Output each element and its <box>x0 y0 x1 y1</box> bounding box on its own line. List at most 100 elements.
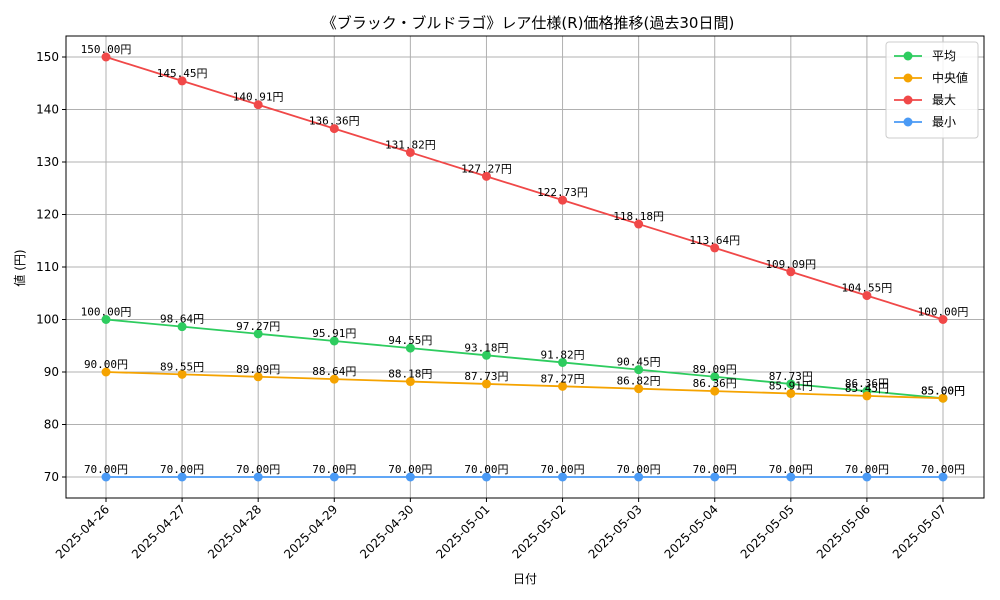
legend-marker <box>903 95 913 105</box>
data-point <box>101 472 111 482</box>
data-point <box>177 472 187 482</box>
data-point <box>710 243 720 253</box>
data-label: 100.00円 <box>918 306 969 319</box>
data-label: 94.55円 <box>388 334 432 347</box>
series-0 <box>101 315 948 403</box>
data-label: 131.82円 <box>385 138 436 151</box>
data-point <box>481 171 491 181</box>
data-label: 70.00円 <box>464 463 508 476</box>
x-axis-label: 日付 <box>513 572 537 586</box>
data-point <box>101 315 111 324</box>
data-label: 91.82円 <box>540 348 584 361</box>
data-label: 70.00円 <box>388 463 432 476</box>
data-label: 90.45円 <box>617 356 661 369</box>
data-label: 90.00円 <box>84 358 128 371</box>
data-point <box>634 365 644 375</box>
legend-item: 中央値 <box>894 70 968 85</box>
data-point <box>862 472 872 482</box>
series-2 <box>101 52 948 324</box>
data-label: 150.00円 <box>81 43 132 56</box>
data-label: 70.00円 <box>769 463 813 476</box>
data-label: 86.82円 <box>617 375 661 388</box>
data-label: 98.64円 <box>160 313 204 326</box>
legend-label: 最小 <box>932 115 956 129</box>
data-label: 95.91円 <box>312 327 356 340</box>
y-tick-label: 80 <box>44 418 59 432</box>
data-point <box>329 472 339 482</box>
y-tick-label: 140 <box>36 103 59 117</box>
data-point <box>101 52 111 62</box>
y-axis-ticks: 70 80 90 100 110 120 130 140 150 <box>36 50 66 484</box>
data-label: 86.36円 <box>693 377 737 390</box>
x-tick-label: 2025-05-03 <box>586 502 645 561</box>
x-tick-label: 2025-04-27 <box>129 502 188 561</box>
data-label: 88.64円 <box>312 365 356 378</box>
data-point <box>329 374 339 384</box>
x-tick-label: 2025-04-30 <box>357 502 416 561</box>
data-point <box>253 100 263 110</box>
x-tick-label: 2025-05-06 <box>814 502 873 561</box>
data-label: 136.36円 <box>309 115 360 128</box>
legend-box <box>885 41 979 139</box>
data-label: 89.09円 <box>236 363 280 376</box>
series-line <box>105 318 944 400</box>
data-point <box>481 472 491 482</box>
data-point <box>786 379 796 389</box>
data-label: 89.55円 <box>160 360 204 373</box>
data-point <box>862 291 872 301</box>
data-point <box>634 472 644 482</box>
data-point <box>177 322 187 332</box>
data-label: 70.00円 <box>540 463 584 476</box>
x-tick-label: 2025-05-07 <box>890 502 949 561</box>
series-layer <box>101 52 948 482</box>
legend-label: 中央値 <box>932 70 968 85</box>
data-point <box>253 472 263 482</box>
data-label: 70.00円 <box>693 463 737 476</box>
data-point <box>177 76 187 86</box>
data-point <box>481 379 491 389</box>
legend-marker <box>903 73 913 83</box>
x-tick-label: 2025-05-01 <box>433 502 492 561</box>
legend-marker <box>903 51 913 61</box>
data-point <box>329 336 339 346</box>
data-point <box>177 369 187 379</box>
data-point <box>405 472 415 482</box>
data-label: 70.00円 <box>312 463 356 476</box>
y-tick-label: 100 <box>36 313 59 327</box>
data-label: 127.27円 <box>461 162 512 175</box>
data-label: 97.27円 <box>236 320 280 333</box>
data-point <box>329 124 339 134</box>
data-point <box>101 367 111 377</box>
legend-marker <box>903 117 913 127</box>
y-tick-label: 150 <box>36 50 59 64</box>
data-label: 89.09円 <box>693 363 737 376</box>
data-label: 85.00円 <box>921 384 965 397</box>
data-point <box>558 357 568 367</box>
data-point <box>634 219 644 229</box>
y-tick-label: 120 <box>36 208 59 222</box>
data-labels: 100.00円 98.64円 97.27円 95.91円 94.55円 93.18円 91.… <box>81 43 969 476</box>
data-point <box>481 350 491 360</box>
data-label: 93.18円 <box>464 341 508 354</box>
data-label: 86.36円 <box>845 377 889 390</box>
data-label: 70.00円 <box>921 463 965 476</box>
data-point <box>710 372 720 382</box>
y-axis-label: 値 (円) <box>12 249 27 286</box>
data-point <box>558 195 568 205</box>
x-tick-label: 2025-04-26 <box>53 502 112 561</box>
data-point <box>938 393 948 403</box>
data-label: 118.18円 <box>613 210 664 223</box>
data-label: 109.09円 <box>765 258 816 271</box>
data-point <box>862 391 872 401</box>
series-1 <box>101 367 948 403</box>
data-label: 122.73円 <box>537 186 588 199</box>
data-label: 70.00円 <box>236 463 280 476</box>
data-label: 85.45円 <box>845 382 889 395</box>
data-label: 88.18円 <box>388 368 432 381</box>
data-label: 140.91円 <box>233 91 284 104</box>
y-tick-label: 110 <box>36 260 59 274</box>
data-point <box>710 386 720 396</box>
data-label: 70.00円 <box>845 463 889 476</box>
y-tick-label: 90 <box>44 365 59 379</box>
